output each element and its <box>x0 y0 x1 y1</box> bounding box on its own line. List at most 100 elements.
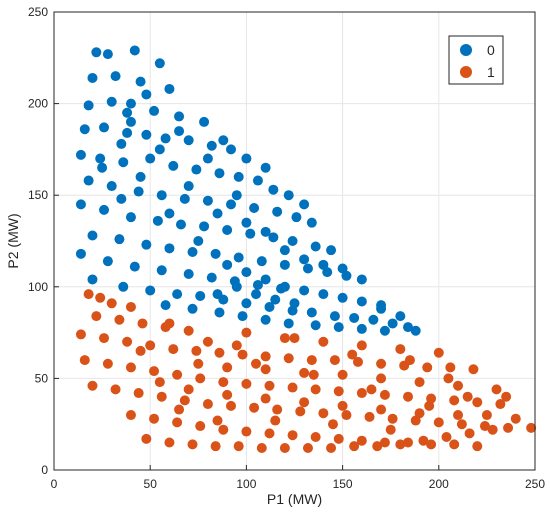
scatter-point <box>318 259 329 270</box>
scatter-point <box>226 199 237 210</box>
scatter-point <box>272 206 283 217</box>
scatter-point <box>168 160 179 171</box>
scatter-point <box>191 345 202 356</box>
scatter-point <box>133 186 144 197</box>
scatter-point <box>337 400 348 411</box>
scatter-point <box>202 399 213 410</box>
scatter-point <box>268 184 279 195</box>
scatter-point <box>310 241 321 252</box>
scatter-point <box>414 377 425 388</box>
scatter-point <box>329 355 340 366</box>
y-tick-label: 250 <box>28 5 48 19</box>
scatter-point <box>202 153 213 164</box>
scatter-point <box>326 443 337 454</box>
scatter-point <box>368 314 379 325</box>
scatter-point <box>174 126 185 137</box>
scatter-point <box>503 422 514 433</box>
scatter-point <box>302 443 313 454</box>
legend-box <box>448 35 504 85</box>
x-axis-label: P1 (MW) <box>267 491 322 507</box>
scatter-point <box>231 190 242 201</box>
scatter-point <box>333 322 344 333</box>
scatter-point <box>424 400 435 411</box>
scatter-point <box>356 435 367 446</box>
scatter-point <box>125 212 136 223</box>
series-1 <box>75 289 537 454</box>
scatter-point <box>302 263 313 274</box>
scatter-point <box>212 289 223 300</box>
scatter-point <box>289 333 300 344</box>
scatter-point <box>125 98 136 109</box>
scatter-point <box>164 83 175 94</box>
scatter-point <box>137 318 148 329</box>
scatter-point <box>156 190 167 201</box>
scatter-point <box>268 232 279 243</box>
scatter-point <box>106 298 117 309</box>
scatter-point <box>183 325 194 336</box>
scatter-point <box>472 441 483 452</box>
x-axis-ticks: 0 50 100 150 200 250 <box>51 465 545 491</box>
scatter-point <box>372 441 383 452</box>
scatter-point <box>241 153 252 164</box>
scatter-point <box>97 162 108 173</box>
scatter-point <box>214 168 225 179</box>
scatter-point <box>202 336 213 347</box>
scatter-point <box>83 175 94 186</box>
scatter-point <box>352 356 363 367</box>
scatter-point <box>283 190 294 201</box>
scatter-point <box>426 439 437 450</box>
scatter-point <box>341 410 352 421</box>
scatter-point <box>251 289 262 300</box>
scatter-point <box>347 349 358 360</box>
scatter-point <box>318 408 329 419</box>
scatter-point <box>279 281 290 292</box>
scatter-point <box>214 307 225 318</box>
scatter-point <box>349 441 360 452</box>
scatter-point <box>501 391 512 402</box>
scatter-point <box>443 373 454 384</box>
scatter-point <box>287 382 298 393</box>
scatter-point <box>114 234 125 245</box>
scatter-point <box>472 397 483 408</box>
scatter-point <box>118 281 129 292</box>
scatter-point <box>102 358 113 369</box>
x-tick-label: 150 <box>333 477 353 491</box>
scatter-point <box>222 389 233 400</box>
scatter-point <box>102 256 113 267</box>
scatter-point <box>403 322 414 333</box>
scatter-point <box>299 285 310 296</box>
scatter-point <box>252 279 263 290</box>
scatter-point <box>135 345 146 356</box>
scatter-point <box>222 225 233 236</box>
scatter-point <box>364 411 375 422</box>
scatter-point <box>295 406 306 417</box>
scatter-point <box>252 175 263 186</box>
scatter-point <box>356 296 367 307</box>
scatter-point <box>222 362 233 373</box>
scatter-point <box>256 256 267 267</box>
scatter-point <box>376 303 387 314</box>
y-tick-label: 50 <box>35 371 49 385</box>
scatter-point <box>122 107 133 118</box>
scatter-point <box>356 340 367 351</box>
scatter-point <box>287 430 298 441</box>
scatter-point <box>453 410 464 421</box>
y-tick-label: 100 <box>28 280 48 294</box>
scatter-point <box>149 105 160 116</box>
scatter-point <box>299 367 310 378</box>
scatter-point <box>218 135 229 146</box>
scatter-point <box>149 366 160 377</box>
scatter-point <box>116 138 127 149</box>
scatter-point <box>233 171 244 182</box>
scatter-point <box>156 265 167 276</box>
scatter-point <box>164 243 175 254</box>
scatter-point <box>125 301 136 312</box>
scatter-point <box>141 433 152 444</box>
scatter-point <box>468 364 479 375</box>
scatter-point <box>195 373 206 384</box>
scatter-point <box>202 195 213 206</box>
y-tick-label: 200 <box>28 97 48 111</box>
scatter-point <box>249 203 260 214</box>
data-points <box>75 45 537 454</box>
scatter-point <box>133 388 144 399</box>
